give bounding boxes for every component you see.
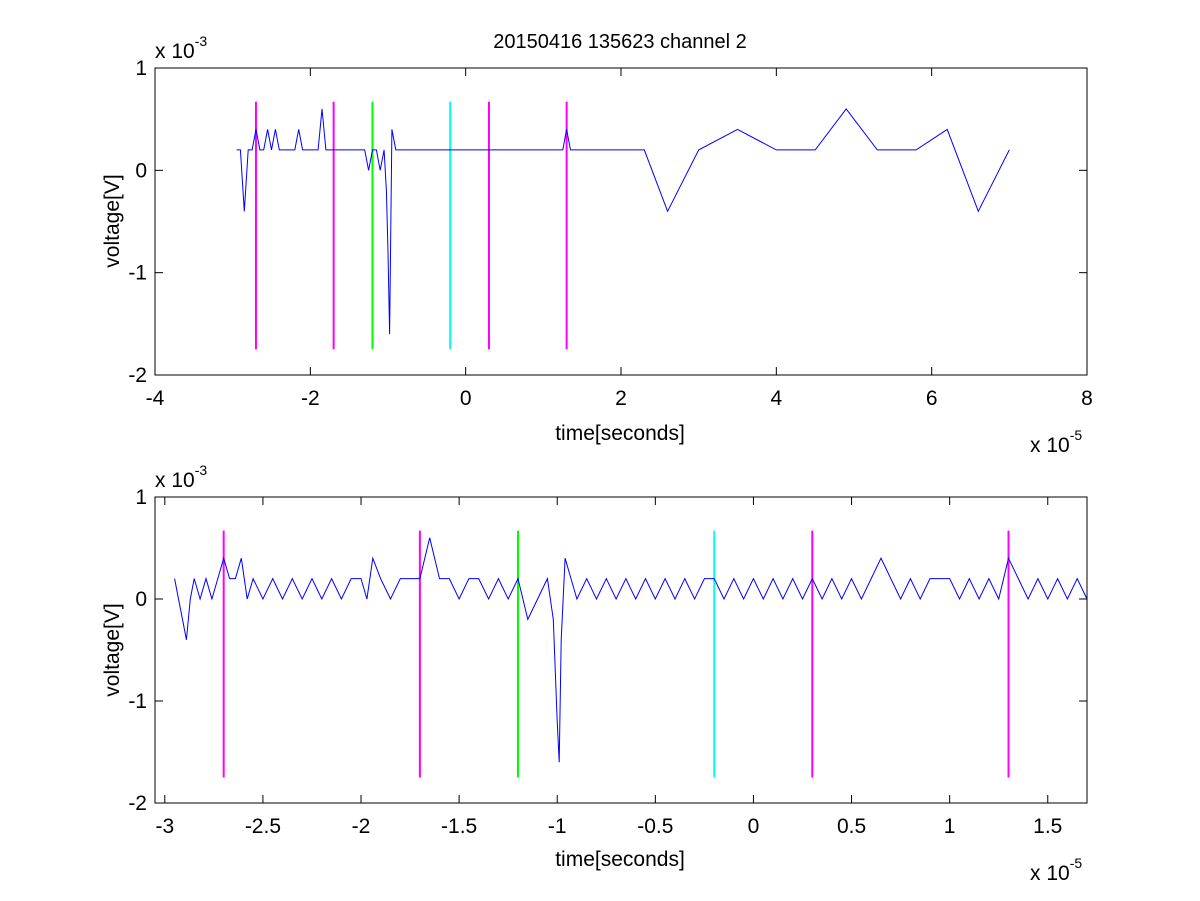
bottom-x-exponent-base: x 10: [1030, 862, 1070, 885]
top-x-tick-label: 8: [1081, 387, 1093, 410]
top-x-tick-label: 4: [770, 387, 782, 410]
top-y-tick-label: -1: [128, 262, 147, 285]
bottom-signal-line-0: [174, 537, 1088, 763]
bottom-x-tick-label: 1.5: [1033, 815, 1062, 838]
top-x-tick-label: -4: [146, 387, 165, 410]
bottom-axes: -3 -2.5 -2 -1.5 -1 -0.5 0 0.5 1 1.5 -2 -1 0 1 time[s…: [101, 462, 1088, 885]
figure-title: 20150416 135623 channel 2: [493, 31, 747, 53]
top-x-exponent-base: x 10: [1030, 434, 1070, 457]
top-axes: -4 -2 0 2 4 6 8 -2-101 time[seconds] voltage[V…: [101, 33, 1093, 457]
top-x-tick-label: 2: [615, 387, 627, 410]
top-x-exponent-power: -5: [1070, 427, 1083, 443]
top-y-tick-label: -2: [128, 364, 147, 387]
top-x-label: time[seconds]: [555, 422, 685, 445]
bottom-x-tick-label: -2.5: [245, 815, 281, 838]
top-signal-line-0: [236, 108, 1010, 335]
bottom-y-exponent-power: -3: [195, 462, 208, 478]
bottom-y-tick-label: 1: [135, 486, 147, 509]
top-event-markers: [254, 101, 568, 350]
bottom-x-tick-label: 1: [944, 815, 956, 838]
top-y-label: voltage[V]: [101, 174, 124, 267]
bottom-x-tick-label: 0.5: [837, 815, 866, 838]
top-y-tick-label: 0: [135, 159, 147, 182]
bottom-x-tick-label: -1.5: [441, 815, 477, 838]
top-y-exponent-base: x 10: [155, 40, 195, 63]
top-x-tick-label: 0: [460, 387, 472, 410]
bottom-x-tick-label: 0: [748, 815, 760, 838]
top-x-ticks: -4 -2 0 2 4 6 8: [146, 68, 1093, 410]
top-x-tick-label: -2: [301, 387, 320, 410]
bottom-x-tick-label: -2: [352, 815, 371, 838]
bottom-x-exponent-power: -5: [1070, 855, 1083, 871]
bottom-y-ticks: -2 -1 0 1: [128, 486, 1087, 815]
bottom-x-label: time[seconds]: [555, 848, 685, 871]
top-y-tick-label: 1: [135, 57, 147, 80]
bottom-y-exponent: x 10-3: [155, 462, 207, 492]
bottom-y-exponent-base: x 10: [155, 469, 195, 492]
bottom-y-tick-label: 0: [135, 588, 147, 611]
bottom-signal: [174, 537, 1088, 763]
top-x-exponent: x 10-5: [1030, 427, 1082, 457]
top-y-ticks: -2 -1 0 1: [128, 57, 1087, 387]
bottom-x-tick-label: -0.5: [637, 815, 673, 838]
bottom-x-exponent: x 10-5: [1030, 855, 1082, 885]
top-y-exponent-power: -3: [195, 33, 208, 49]
bottom-x-tick-label: -3: [155, 815, 174, 838]
bottom-event-markers: [222, 530, 1010, 778]
bottom-x-ticks: -3 -2.5 -2 -1.5 -1 -0.5 0 0.5 1 1.5: [155, 497, 1062, 838]
bottom-y-tick-label: -2: [128, 792, 147, 815]
bottom-y-tick-label: -1: [128, 690, 147, 713]
top-y-exponent: x 10-3: [155, 33, 207, 63]
bottom-y-label: voltage[V]: [101, 603, 124, 696]
top-signal: [236, 108, 1010, 335]
top-x-tick-label: 6: [926, 387, 938, 410]
bottom-axes-box: [154, 496, 1088, 804]
bottom-x-tick-label: -1: [548, 815, 567, 838]
